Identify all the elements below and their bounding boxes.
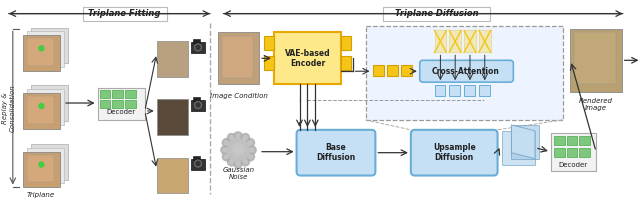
Text: Triplane Diffusion: Triplane Diffusion xyxy=(395,9,478,18)
Bar xyxy=(99,100,110,108)
Bar xyxy=(449,85,460,96)
Bar xyxy=(113,90,123,98)
Bar xyxy=(22,93,60,129)
Bar xyxy=(365,26,563,120)
Bar xyxy=(401,65,412,76)
Bar xyxy=(570,29,621,92)
Circle shape xyxy=(195,101,202,109)
Text: Image Condition: Image Condition xyxy=(209,93,268,99)
Bar xyxy=(27,96,54,124)
Bar xyxy=(387,65,398,76)
Bar xyxy=(264,37,274,50)
Bar xyxy=(27,32,64,67)
Bar xyxy=(22,152,60,188)
Text: Replay &
Consolidation: Replay & Consolidation xyxy=(3,84,15,132)
Bar xyxy=(27,89,64,125)
Bar xyxy=(193,156,200,160)
Text: Cross-Attention: Cross-Attention xyxy=(432,67,500,76)
Text: Decoder: Decoder xyxy=(559,162,588,168)
Bar xyxy=(373,65,384,76)
Bar xyxy=(554,136,564,145)
Bar xyxy=(383,7,490,21)
Polygon shape xyxy=(435,30,446,52)
Bar xyxy=(575,33,616,84)
Bar xyxy=(435,30,446,52)
FancyBboxPatch shape xyxy=(296,130,376,176)
Bar xyxy=(221,37,253,78)
Bar xyxy=(479,85,490,96)
Text: Triplane Fitting: Triplane Fitting xyxy=(88,9,161,18)
Bar xyxy=(31,85,68,121)
Circle shape xyxy=(39,104,44,109)
Circle shape xyxy=(196,162,200,166)
Circle shape xyxy=(196,103,200,107)
Bar xyxy=(566,136,577,145)
Text: Rendered
Image: Rendered Image xyxy=(579,97,613,110)
Bar xyxy=(449,30,461,52)
Bar xyxy=(341,37,351,50)
Text: Decoder: Decoder xyxy=(107,109,136,115)
Polygon shape xyxy=(511,125,535,159)
Bar xyxy=(464,30,476,52)
Bar xyxy=(579,136,590,145)
Text: Triplane: Triplane xyxy=(26,192,54,198)
Bar xyxy=(435,85,445,96)
Bar xyxy=(479,30,491,52)
Bar xyxy=(83,7,166,21)
Bar xyxy=(511,125,539,159)
Bar xyxy=(113,100,123,108)
Bar xyxy=(125,90,136,98)
Bar xyxy=(218,33,259,84)
Bar xyxy=(97,88,145,120)
FancyBboxPatch shape xyxy=(420,60,513,82)
Bar xyxy=(191,42,205,53)
Bar xyxy=(22,35,60,71)
Bar xyxy=(31,28,68,63)
Bar xyxy=(27,148,64,184)
Bar xyxy=(157,41,188,77)
Text: Gaussian
Noise: Gaussian Noise xyxy=(222,167,255,180)
Text: Base
Diffusion: Base Diffusion xyxy=(316,143,356,162)
Bar xyxy=(27,155,54,182)
Bar xyxy=(579,148,590,157)
FancyBboxPatch shape xyxy=(411,130,497,176)
Bar xyxy=(554,148,564,157)
Polygon shape xyxy=(502,131,535,165)
Bar xyxy=(157,158,188,193)
Bar xyxy=(193,97,200,101)
Bar xyxy=(464,85,475,96)
Bar xyxy=(191,100,205,111)
Bar xyxy=(27,38,54,66)
Bar xyxy=(191,159,205,169)
Circle shape xyxy=(195,44,202,51)
Circle shape xyxy=(196,45,200,49)
Polygon shape xyxy=(464,30,476,52)
Text: VAE-based
Encoder: VAE-based Encoder xyxy=(285,49,330,68)
Bar xyxy=(341,56,351,70)
Bar xyxy=(566,148,577,157)
Bar xyxy=(551,133,596,171)
Bar xyxy=(31,144,68,180)
Polygon shape xyxy=(479,30,491,52)
Bar xyxy=(99,90,110,98)
Polygon shape xyxy=(449,30,461,52)
Bar xyxy=(264,56,274,70)
Circle shape xyxy=(39,46,44,51)
Bar xyxy=(125,100,136,108)
Bar xyxy=(157,99,188,135)
Bar xyxy=(274,33,341,84)
Circle shape xyxy=(195,160,202,167)
Bar xyxy=(193,39,200,43)
Circle shape xyxy=(39,162,44,167)
Text: Upsample
Diffusion: Upsample Diffusion xyxy=(433,143,476,162)
